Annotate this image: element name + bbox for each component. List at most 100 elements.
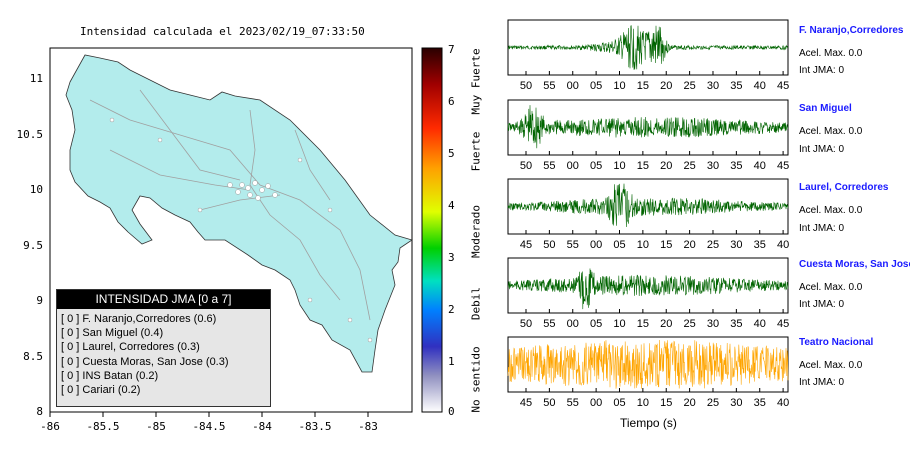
x-tick-label: 00 [590, 239, 602, 251]
trace-title: F. Naranjo,Corredores [799, 25, 904, 36]
x-tick-label: 20 [660, 160, 672, 172]
waveform-line [507, 339, 789, 389]
x-tick-label: 10 [613, 160, 625, 172]
x-tick-label: 30 [730, 397, 742, 409]
x-tick-label: 35 [730, 318, 742, 330]
x-tick-label: 15 [660, 239, 672, 251]
x-tick-label: 40 [754, 318, 766, 330]
x-tick-label: 40 [754, 160, 766, 172]
legend-item: [ 0 ] Laurel, Corredores (0.3) [61, 341, 200, 354]
x-tick-label: 25 [683, 80, 695, 92]
x-tick-label: 10 [637, 239, 649, 251]
x-tick-label: 10 [613, 318, 625, 330]
x-tick-label: 55 [543, 160, 555, 172]
x-axis-label: Tiempo (s) [620, 416, 677, 430]
x-tick-label: 45 [777, 160, 789, 172]
x-tick-label: 15 [660, 397, 672, 409]
x-tick-label: 15 [637, 318, 649, 330]
x-tick-label: 35 [730, 160, 742, 172]
x-tick-label: 50 [520, 318, 532, 330]
costa-rica-landmass [65, 54, 413, 373]
intensity-colorbar [421, 47, 443, 413]
trace-info: Int JMA: 0 [799, 144, 845, 155]
x-tick-label: 55 [543, 318, 555, 330]
trace-title: San Miguel [799, 103, 852, 114]
legend-item: [ 0 ] San Miguel (0.4) [61, 327, 164, 340]
legend-item: [ 0 ] F. Naranjo,Corredores (0.6) [61, 313, 217, 325]
map-title: Intensidad calculada el 2023/02/19_07:33… [80, 25, 365, 38]
x-tick: -83.5 [298, 420, 331, 433]
x-tick-label: 40 [777, 397, 789, 409]
y-tick: 10 [30, 183, 43, 196]
y-tick: 10.5 [17, 128, 44, 141]
x-tick-label: 45 [520, 397, 532, 409]
x-tick-label: 00 [567, 80, 579, 92]
map-x-axis: -86 -85.5 -85 -84.5 -84 -83.5 -83 [40, 412, 378, 433]
x-tick-label: 40 [754, 80, 766, 92]
x-tick-label: 20 [660, 318, 672, 330]
y-tick: 8.5 [23, 350, 43, 363]
trace-title: Laurel, Corredores [799, 182, 889, 193]
x-tick-label: 40 [777, 239, 789, 251]
x-tick-label: 45 [777, 80, 789, 92]
waveform-line [507, 183, 789, 228]
x-tick-label: 25 [707, 397, 719, 409]
trace-info: Int JMA: 0 [799, 377, 845, 388]
x-tick: -86 [40, 420, 60, 433]
x-tick-label: 20 [660, 80, 672, 92]
x-tick-label: 50 [520, 80, 532, 92]
x-tick-label: 25 [707, 239, 719, 251]
trace-info: Int JMA: 0 [799, 299, 845, 310]
x-tick-label: 30 [730, 239, 742, 251]
x-tick-label: 05 [613, 397, 625, 409]
legend-item: [ 0 ] Cariari (0.2) [61, 384, 141, 397]
colorbar-tick: 0 [448, 405, 455, 418]
trace-info: Acel. Max. 0.0 [799, 360, 863, 371]
colorbar-tick: 4 [448, 199, 455, 212]
trace-frame [507, 19, 789, 76]
x-tick-label: 15 [637, 160, 649, 172]
x-tick-label: 00 [567, 318, 579, 330]
x-tick: -85 [146, 420, 166, 433]
x-tick: -84 [252, 420, 272, 433]
x-tick-label: 35 [754, 239, 766, 251]
trace-info: Acel. Max. 0.0 [799, 126, 863, 137]
trace-info: Acel. Max. 0.0 [799, 282, 863, 293]
x-tick-label: 55 [567, 397, 579, 409]
x-tick-label: 00 [590, 397, 602, 409]
x-tick-label: 50 [543, 397, 555, 409]
trace-info: Int JMA: 0 [799, 65, 845, 76]
x-tick-label: 55 [567, 239, 579, 251]
x-tick-label: 00 [567, 160, 579, 172]
colorbar-tick: 3 [448, 251, 455, 264]
x-tick: -83 [358, 420, 378, 433]
x-tick-label: 35 [754, 397, 766, 409]
colorbar-tick: 1 [448, 355, 455, 368]
waveform-line [507, 105, 789, 149]
legend-title: INTENSIDAD JMA [0 a 7] [57, 290, 270, 309]
x-tick-label: 50 [543, 239, 555, 251]
roads [89, 89, 371, 321]
trace-info: Acel. Max. 0.0 [799, 205, 863, 216]
y-tick: 11 [30, 72, 43, 85]
y-tick: 9.5 [23, 239, 43, 252]
x-tick-label: 35 [730, 80, 742, 92]
x-tick-label: 50 [520, 160, 532, 172]
trace-title: Cuesta Moras, San Jose [799, 259, 910, 270]
trace-title: Teatro Nacional [799, 337, 874, 348]
trace-info: Int JMA: 0 [799, 223, 845, 234]
y-tick: 8 [36, 405, 43, 418]
x-tick-label: 45 [777, 318, 789, 330]
waveform-line [507, 25, 789, 70]
x-tick-label: 05 [590, 160, 602, 172]
map-y-axis: 11 10.5 10 9.5 9 8.5 8 [17, 72, 44, 418]
legend: INTENSIDAD JMA [0 a 7] [ 0 ] F. Naranjo,… [56, 289, 271, 407]
x-tick-label: 30 [707, 160, 719, 172]
x-tick-label: 15 [637, 80, 649, 92]
colorbar-tick: 6 [448, 95, 455, 108]
x-tick-label: 20 [683, 239, 695, 251]
legend-list: [ 0 ] F. Naranjo,Corredores (0.6) [ 0 ] … [57, 309, 270, 397]
legend-item: [ 0 ] Cuesta Moras, San Jose (0.3) [61, 355, 229, 368]
legend-item: [ 0 ] INS Batan (0.2) [61, 369, 159, 382]
